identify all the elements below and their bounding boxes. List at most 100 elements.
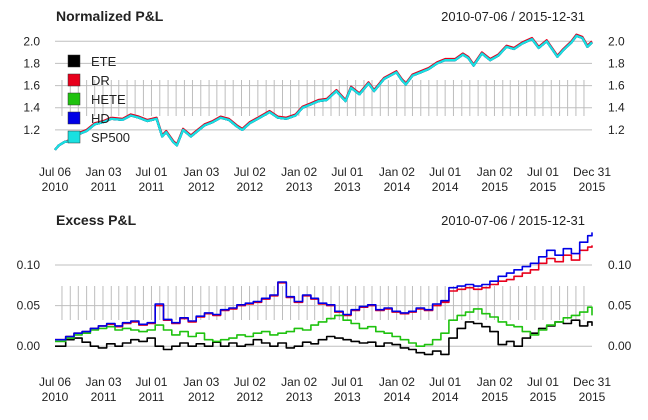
x-tick-label-year: 2012 <box>236 390 263 404</box>
legend-label-sp500: SP500 <box>91 130 130 145</box>
x-tick-label-year: 2010 <box>42 390 69 404</box>
legend-label-hete: HETE <box>91 92 126 107</box>
x-tick-label-year: 2015 <box>579 180 606 194</box>
x-tick-label-month: Jul 01 <box>331 165 363 179</box>
x-tick-label-year: 2014 <box>384 390 411 404</box>
y-tick-label: 1.2 <box>23 123 40 137</box>
x-tick-label-month: Jul 01 <box>429 165 461 179</box>
panel-title: Excess P&L <box>56 212 137 228</box>
x-tick-label-year: 2013 <box>334 390 361 404</box>
y-axis-right: 0.00 0.05 0.10 <box>608 258 632 353</box>
y-tick-label: 1.4 <box>23 101 40 115</box>
panel-date-range: 2010-07-06 / 2015-12-31 <box>441 213 585 228</box>
x-tick-label-year: 2012 <box>236 180 263 194</box>
x-tick-label-month: Jan 02 <box>477 375 513 389</box>
legend-swatch-hd <box>67 111 81 125</box>
y-axis-left: 1.2 1.4 1.6 1.8 2.0 <box>23 34 40 137</box>
x-tick-label-month: Jul 01 <box>429 375 461 389</box>
series-layer <box>55 232 593 356</box>
x-tick-label-year: 2010 <box>42 180 69 194</box>
y-tick-label: 2.0 <box>608 34 625 48</box>
panel-excess-pl: Excess P&L 2010-07-06 / 2015-12-31 0.00 0… <box>17 212 632 404</box>
x-minor-tick-band <box>61 80 585 116</box>
y-tick-label: 0.10 <box>17 258 41 272</box>
x-tick-label-month: Dec 31 <box>573 375 611 389</box>
legend-swatch-sp500 <box>67 130 81 144</box>
x-tick-label-month: Jan 02 <box>477 165 513 179</box>
series-line-hete <box>55 306 593 348</box>
x-tick-label-month: Jan 02 <box>281 375 317 389</box>
x-tick-label-year: 2015 <box>530 390 557 404</box>
x-tick-label-month: Jan 03 <box>85 375 121 389</box>
x-tick-label-month: Jul 06 <box>39 165 71 179</box>
y-axis-right: 1.2 1.4 1.6 1.8 2.0 <box>608 34 625 137</box>
x-tick-label-year: 2014 <box>432 180 459 194</box>
series-line-ete <box>55 319 593 356</box>
x-tick-label-month: Jan 03 <box>183 375 219 389</box>
y-tick-label: 2.0 <box>23 34 40 48</box>
y-tick-label: 0.00 <box>608 339 632 353</box>
x-tick-label-month: Jan 02 <box>281 165 317 179</box>
y-tick-label: 1.2 <box>608 123 625 137</box>
x-tick-label-year: 2015 <box>530 180 557 194</box>
legend-swatch-hete <box>67 92 81 106</box>
series-line-hd <box>55 232 593 341</box>
y-tick-label: 1.8 <box>608 56 625 70</box>
x-tick-label-month: Jul 02 <box>234 165 266 179</box>
y-tick-label: 0.00 <box>17 339 41 353</box>
x-tick-label-year: 2013 <box>286 180 313 194</box>
legend-item-ete: ETE <box>67 54 117 69</box>
x-tick-label-year: 2015 <box>481 180 508 194</box>
panel-title: Normalized P&L <box>56 8 164 24</box>
x-tick-label-month: Jul 02 <box>234 375 266 389</box>
x-tick-label-month: Jan 03 <box>85 165 121 179</box>
legend-label-dr: DR <box>91 73 110 88</box>
x-tick-label-year: 2012 <box>188 180 215 194</box>
x-tick-label-year: 2011 <box>139 390 165 404</box>
series-layer <box>54 33 593 151</box>
x-tick-label-month: Jan 03 <box>183 165 219 179</box>
panel-date-range: 2010-07-06 / 2015-12-31 <box>441 9 585 24</box>
legend-swatch-ete <box>67 54 81 68</box>
x-tick-label-month: Dec 31 <box>573 165 611 179</box>
x-tick-label-year: 2015 <box>481 390 508 404</box>
x-tick-label-month: Jul 01 <box>527 165 559 179</box>
legend-item-dr: DR <box>67 73 110 88</box>
x-tick-label-year: 2012 <box>188 390 215 404</box>
legend-item-hete: HETE <box>67 92 126 107</box>
x-tick-label-month: Jul 01 <box>527 375 559 389</box>
x-tick-label-year: 2013 <box>286 390 313 404</box>
x-tick-label-year: 2011 <box>139 180 165 194</box>
x-tick-label-year: 2011 <box>91 390 117 404</box>
y-tick-label: 1.4 <box>608 101 625 115</box>
legend-swatch-dr <box>67 73 81 87</box>
y-tick-label: 0.05 <box>17 299 41 313</box>
series-line-sp500 <box>54 34 593 151</box>
x-tick-label-month: Jan 02 <box>379 165 415 179</box>
legend-item-sp500: SP500 <box>67 130 130 145</box>
y-axis-left: 0.00 0.05 0.10 <box>17 258 41 353</box>
